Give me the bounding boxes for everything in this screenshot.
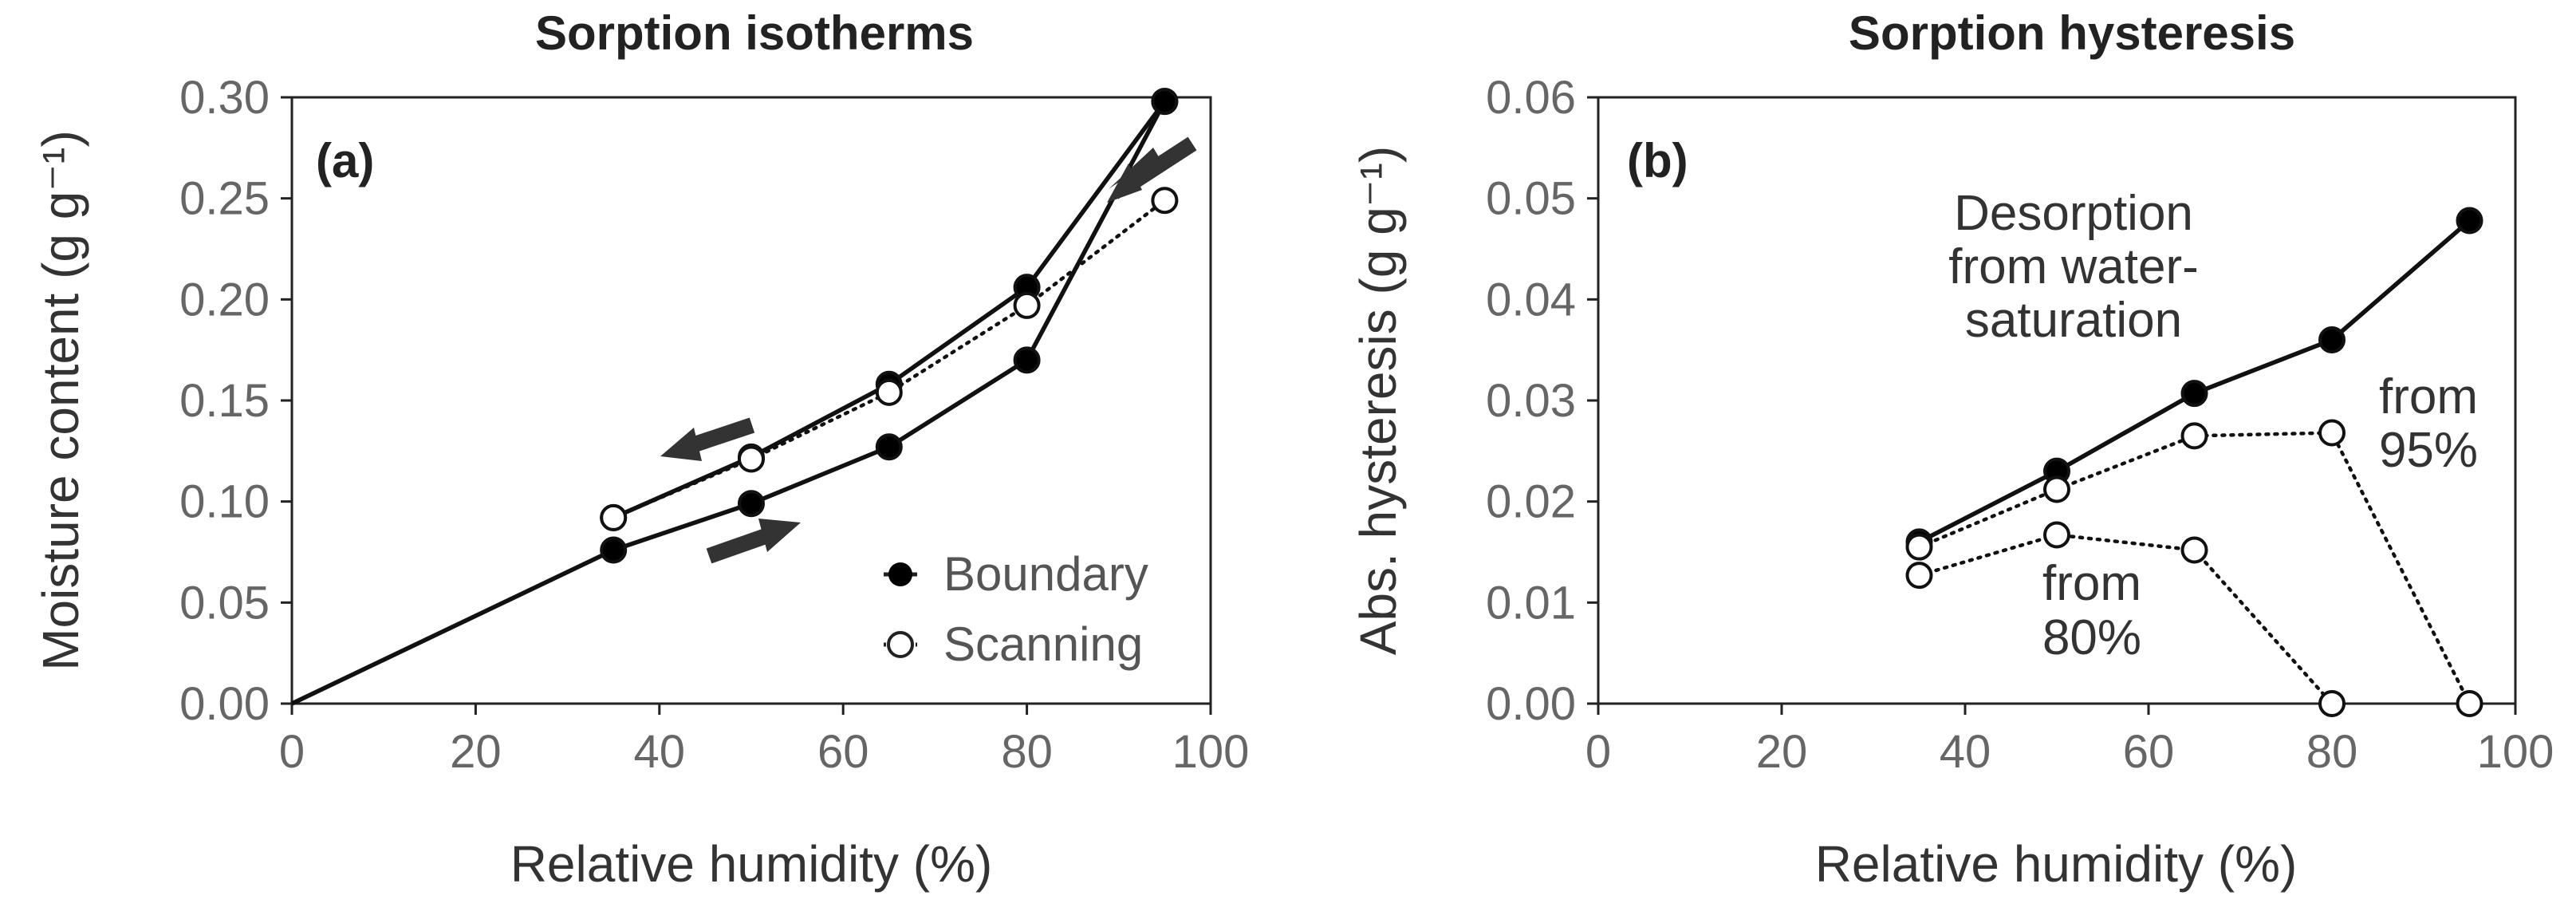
data-point bbox=[875, 378, 903, 406]
data-point bbox=[1151, 88, 1179, 116]
panel-a-frame bbox=[290, 96, 1212, 705]
x-tick-label: 60 bbox=[817, 726, 869, 778]
annot-from80-line1: from bbox=[2042, 556, 2141, 611]
data-point bbox=[1905, 562, 1933, 590]
data-point bbox=[2043, 475, 2070, 503]
x-tick-label: 40 bbox=[1940, 726, 1991, 778]
y-tick-label: 0.10 bbox=[179, 476, 270, 528]
x-tick-label: 0 bbox=[279, 726, 305, 778]
panel-b-label: (b) bbox=[1627, 134, 1688, 187]
panel-b-x-label: Relative humidity (%) bbox=[1815, 835, 2298, 893]
data-point bbox=[1905, 533, 1933, 561]
panel-a-title: Sorption isotherms bbox=[535, 6, 974, 60]
y-tick-label: 0.15 bbox=[179, 375, 270, 427]
annot-from95-line2: 95% bbox=[2379, 423, 2478, 478]
arrow-desorption-head bbox=[660, 428, 702, 461]
panel-b-x-ticks: 0 20 40 60 80 100 bbox=[1585, 704, 2554, 778]
annot-desorption-line1: Desorption bbox=[1954, 186, 2193, 241]
panel-a-x-label: Relative humidity (%) bbox=[510, 835, 993, 893]
data-point bbox=[2180, 536, 2208, 564]
legend-boundary-label: Boundary bbox=[943, 547, 1148, 601]
arrow-top-right-head bbox=[1107, 164, 1142, 203]
x-tick-label: 60 bbox=[2123, 726, 2175, 778]
panel-a-series bbox=[290, 88, 1179, 706]
panel-b-y-label: Abs. hysteresis (g g⁻¹) bbox=[1349, 146, 1407, 655]
x-tick-label: 80 bbox=[1001, 726, 1053, 778]
x-tick-label: 20 bbox=[1756, 726, 1808, 778]
panel-a-direction-arrows bbox=[660, 136, 1197, 564]
data-point bbox=[2180, 422, 2208, 450]
data-point bbox=[875, 433, 903, 461]
data-point bbox=[2456, 207, 2483, 235]
y-tick-label: 0.06 bbox=[1486, 72, 1576, 124]
data-point bbox=[1013, 291, 1041, 319]
y-tick-label: 0.05 bbox=[179, 577, 270, 629]
panel-b-annotations: Desorption from water- saturation from 9… bbox=[1948, 186, 2478, 665]
data-point bbox=[2318, 326, 2346, 353]
x-tick-label: 0 bbox=[1585, 726, 1611, 778]
series-line-2 bbox=[1917, 533, 2334, 706]
annot-from80-line2: 80% bbox=[2042, 610, 2141, 665]
panel-b-y-ticks: 0.00 0.01 0.02 0.03 0.04 0.05 0.06 bbox=[1486, 72, 1598, 730]
annot-desorption-line3: saturation bbox=[1965, 293, 2182, 348]
arrow-adsorption-shaft bbox=[706, 528, 769, 564]
arrow-top-right-shaft bbox=[1126, 136, 1197, 191]
y-tick-label: 0.03 bbox=[1486, 375, 1576, 427]
panel-a: Sorption isotherms (a) 0 20 40 60 80 100 0.00… bbox=[32, 6, 1249, 893]
x-tick-label: 100 bbox=[1172, 726, 1250, 778]
x-tick-label: 80 bbox=[2306, 726, 2358, 778]
legend-scanning-marker bbox=[887, 631, 914, 658]
data-point bbox=[2318, 690, 2346, 717]
data-point bbox=[2180, 380, 2208, 408]
y-tick-label: 0.20 bbox=[179, 274, 270, 325]
arrow-desorption-shaft bbox=[689, 417, 755, 453]
annot-from95-line1: from bbox=[2379, 369, 2478, 424]
data-point bbox=[600, 503, 628, 531]
x-tick-label: 20 bbox=[450, 726, 502, 778]
legend-boundary-marker bbox=[888, 562, 912, 586]
y-tick-label: 0.30 bbox=[179, 72, 270, 124]
x-tick-label: 40 bbox=[634, 726, 686, 778]
panel-a-legend: Boundary Scanning bbox=[884, 547, 1148, 671]
data-point bbox=[2043, 521, 2070, 549]
panel-a-label: (a) bbox=[316, 134, 374, 187]
panel-a-y-label: Moisture content (g g⁻¹) bbox=[32, 130, 89, 671]
y-tick-label: 0.02 bbox=[1486, 476, 1576, 528]
y-tick-label: 0.25 bbox=[179, 173, 270, 225]
y-tick-label: 0.01 bbox=[1486, 577, 1576, 629]
panel-b: Sorption hysteresis (b) 0 20 40 60 80 100 0.0… bbox=[1349, 6, 2554, 893]
data-point bbox=[2456, 690, 2483, 717]
annot-desorption-line2: from water- bbox=[1948, 239, 2198, 294]
y-tick-label: 0.05 bbox=[1486, 173, 1576, 225]
data-point bbox=[1151, 187, 1179, 215]
data-point bbox=[738, 445, 765, 473]
data-point bbox=[600, 536, 628, 564]
data-point bbox=[2318, 419, 2346, 447]
y-tick-label: 0.00 bbox=[179, 678, 270, 730]
x-tick-label: 100 bbox=[2477, 726, 2554, 778]
y-tick-label: 0.00 bbox=[1486, 678, 1576, 730]
panel-b-title: Sorption hysteresis bbox=[1849, 6, 2295, 60]
panel-a-y-ticks: 0.00 0.05 0.10 0.15 0.20 0.25 0.30 bbox=[179, 72, 292, 730]
panel-a-x-ticks: 0 20 40 60 80 100 bbox=[279, 704, 1250, 778]
series-line-adsorption bbox=[290, 100, 1167, 706]
arrow-adsorption-head bbox=[758, 519, 801, 552]
data-point bbox=[1013, 346, 1041, 374]
y-tick-label: 0.04 bbox=[1486, 274, 1576, 325]
panel-b-series bbox=[1905, 207, 2483, 717]
legend-scanning-label: Scanning bbox=[943, 617, 1143, 671]
series-line-scanning bbox=[611, 198, 1167, 520]
data-point bbox=[738, 490, 765, 518]
